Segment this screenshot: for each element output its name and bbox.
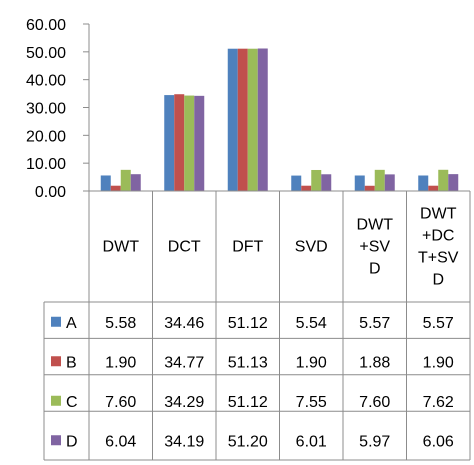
data-label-B-6: 1.90 xyxy=(423,354,454,371)
data-label-D-1: 6.04 xyxy=(105,433,136,450)
data-label-C-4: 7.55 xyxy=(296,394,327,411)
bar-A-6 xyxy=(418,175,429,191)
legend-label-D: D xyxy=(66,433,78,450)
data-label-B-5: 1.88 xyxy=(359,354,390,371)
bar-D-1 xyxy=(130,174,141,191)
data-label-A-5: 5.57 xyxy=(359,315,390,332)
category-label: D xyxy=(369,261,381,278)
category-label: +SV xyxy=(359,239,390,256)
data-label-B-4: 1.90 xyxy=(296,354,327,371)
bar-B-2 xyxy=(174,94,185,191)
bar-D-5 xyxy=(384,174,395,191)
category-label: T+SV xyxy=(418,250,459,267)
y-tick-label: 50.00 xyxy=(26,45,66,62)
category-label: DWT xyxy=(103,239,140,256)
legend-key-A xyxy=(51,316,61,327)
bar-A-3 xyxy=(227,48,238,191)
bar-C-4 xyxy=(311,169,322,191)
legend-key-B xyxy=(51,356,61,367)
bar-A-4 xyxy=(291,175,302,191)
y-tick-label: 0.00 xyxy=(35,184,66,201)
data-label-C-3: 51.12 xyxy=(228,394,268,411)
legend-label-A: A xyxy=(66,315,77,332)
y-tick-label: 10.00 xyxy=(26,156,66,173)
y-tick-label: 60.00 xyxy=(26,17,66,34)
data-label-D-5: 5.97 xyxy=(359,433,390,450)
category-label: DWT xyxy=(357,217,394,234)
data-label-B-1: 1.90 xyxy=(105,354,136,371)
legend-label-C: C xyxy=(66,394,78,411)
data-label-D-6: 6.06 xyxy=(423,433,454,450)
category-label: +DC xyxy=(422,228,454,245)
bar-B-4 xyxy=(301,185,312,191)
bar-A-5 xyxy=(354,175,365,191)
data-label-D-4: 6.01 xyxy=(296,433,327,450)
data-label-B-3: 51.13 xyxy=(228,354,268,371)
data-label-A-6: 5.57 xyxy=(423,315,454,332)
bar-B-5 xyxy=(364,185,375,191)
bar-D-3 xyxy=(257,48,268,191)
bar-B-6 xyxy=(428,185,439,191)
data-label-C-6: 7.62 xyxy=(423,394,454,411)
bar-C-3 xyxy=(247,48,258,191)
data-label-B-2: 34.77 xyxy=(164,354,204,371)
data-label-C-5: 7.60 xyxy=(359,394,390,411)
data-label-A-1: 5.58 xyxy=(105,315,136,332)
bar-B-1 xyxy=(110,185,121,191)
data-label-D-2: 34.19 xyxy=(164,433,204,450)
data-label-A-2: 34.46 xyxy=(164,315,204,332)
category-label: DFT xyxy=(232,239,263,256)
data-label-D-3: 51.20 xyxy=(228,433,268,450)
legend-key-D xyxy=(51,435,61,446)
bar-C-5 xyxy=(374,169,385,191)
legend-key-C xyxy=(51,395,61,406)
bar-C-2 xyxy=(184,95,195,191)
category-label: DWT xyxy=(420,206,457,223)
y-tick-label: 30.00 xyxy=(26,101,66,118)
bar-A-2 xyxy=(164,95,175,191)
bar-C-6 xyxy=(438,169,449,191)
bar-C-1 xyxy=(120,169,131,191)
bar-D-2 xyxy=(194,95,205,191)
data-label-C-2: 34.29 xyxy=(164,394,204,411)
y-tick-label: 40.00 xyxy=(26,73,66,90)
category-label: D xyxy=(432,272,444,289)
bar-A-1 xyxy=(100,175,111,191)
legend-label-B: B xyxy=(66,354,77,371)
category-label: SVD xyxy=(295,239,328,256)
bar-D-6 xyxy=(448,174,459,191)
data-label-A-3: 51.12 xyxy=(228,315,268,332)
bar-D-4 xyxy=(321,174,332,191)
bar-B-3 xyxy=(237,48,248,191)
y-tick-label: 20.00 xyxy=(26,128,66,145)
category-label: DCT xyxy=(168,239,201,256)
data-label-C-1: 7.60 xyxy=(105,394,136,411)
data-label-A-4: 5.54 xyxy=(296,315,327,332)
